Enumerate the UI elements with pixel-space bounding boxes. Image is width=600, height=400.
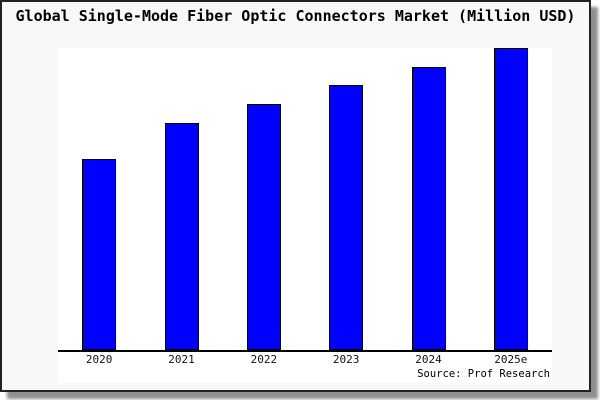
x-axis-line — [58, 350, 552, 352]
chart-window: Global Single-Mode Fiber Optic Connector… — [0, 0, 591, 392]
bar-2023 — [329, 84, 364, 350]
bar-2020 — [82, 159, 117, 350]
x-tick-label: 2020 — [85, 353, 113, 366]
chart-title: Global Single-Mode Fiber Optic Connector… — [15, 7, 576, 25]
bar-2024 — [411, 67, 446, 350]
x-tick-label: 2022 — [250, 353, 278, 366]
x-tick-label: 2025e — [494, 353, 528, 366]
bar-2021 — [164, 123, 199, 350]
source-credit: Source: Prof Research — [417, 368, 550, 380]
x-tick-label: 2023 — [332, 353, 360, 366]
x-tick-label: 2021 — [168, 353, 195, 366]
x-tick-label: 2024 — [415, 353, 442, 366]
bar-2022 — [246, 103, 281, 350]
plot-area: 2020 2021 2022 2023 2024 2025e Source: Prof R… — [58, 48, 552, 383]
bar-2025e — [493, 48, 528, 350]
